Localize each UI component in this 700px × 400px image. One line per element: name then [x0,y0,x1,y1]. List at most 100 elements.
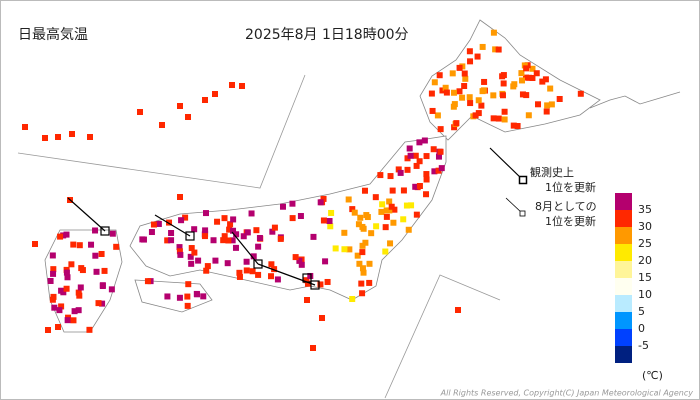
station [220,237,227,244]
station [58,303,65,310]
station [113,243,120,250]
station [386,198,393,205]
station [359,242,366,249]
station [225,237,232,244]
station [431,168,438,175]
station [229,237,236,244]
station [480,87,487,94]
station [523,92,530,99]
station [523,65,530,72]
record-markers [67,147,528,290]
station [413,162,420,169]
station [50,293,57,300]
station [423,176,430,183]
kuril [589,91,681,109]
legend-swatch [615,210,632,227]
station [236,273,243,280]
station [404,166,411,173]
station [346,246,353,253]
station [461,83,468,90]
station [64,317,71,324]
legend-tick-label: 25 [638,237,652,250]
station [176,244,183,251]
station [187,253,194,260]
station [544,102,551,109]
legend-swatch [615,295,632,312]
station [50,266,57,273]
station [212,257,219,264]
station [449,70,456,77]
station [382,248,389,255]
station [358,280,365,287]
station [404,155,411,162]
station [328,209,335,216]
station [539,78,546,85]
station [70,317,77,324]
station [373,223,380,230]
station [155,220,162,227]
station [303,277,310,284]
station [240,233,247,240]
station [88,241,95,248]
station [543,108,550,115]
station [389,187,396,194]
inset-lines [17,74,501,399]
leader-line [154,214,191,237]
station [474,53,481,60]
station [239,83,245,89]
legend-swatch [615,227,632,244]
station [556,95,563,102]
station [456,64,463,71]
station [101,267,108,274]
station [439,87,446,94]
legend-marker-all-time [518,175,528,185]
station [70,241,77,248]
legend-tick-label: 5 [638,305,645,318]
legend-swatch [615,329,632,346]
station [341,246,348,253]
station [405,226,412,233]
station [227,221,234,228]
station [168,230,175,237]
station [249,268,256,275]
station [99,300,106,307]
station [518,70,525,77]
station [430,146,437,153]
station [98,250,105,257]
station [397,169,404,176]
legend-leader [489,147,524,181]
station [137,109,143,115]
legend-tick-label: 15 [638,271,652,284]
station [304,297,310,303]
station [510,122,517,129]
leader-line [67,197,106,232]
station [236,269,243,276]
station [435,167,442,174]
station [467,58,474,65]
station [412,152,419,159]
station [351,209,358,216]
station [55,324,61,330]
station [403,202,410,209]
station [327,223,334,230]
station [232,244,239,251]
station [317,199,324,206]
legend-swatch [615,278,632,295]
station [478,102,485,109]
station [307,272,314,279]
station [499,92,506,99]
leader-line [231,231,259,265]
station [320,195,327,202]
station [256,234,263,241]
station [450,89,457,96]
station [289,215,296,222]
station [224,260,231,267]
station [438,165,445,172]
legend-unit: (℃) [642,369,663,382]
station [71,308,78,315]
station [185,114,191,120]
station [226,226,233,233]
station [377,172,384,179]
station [184,293,191,300]
